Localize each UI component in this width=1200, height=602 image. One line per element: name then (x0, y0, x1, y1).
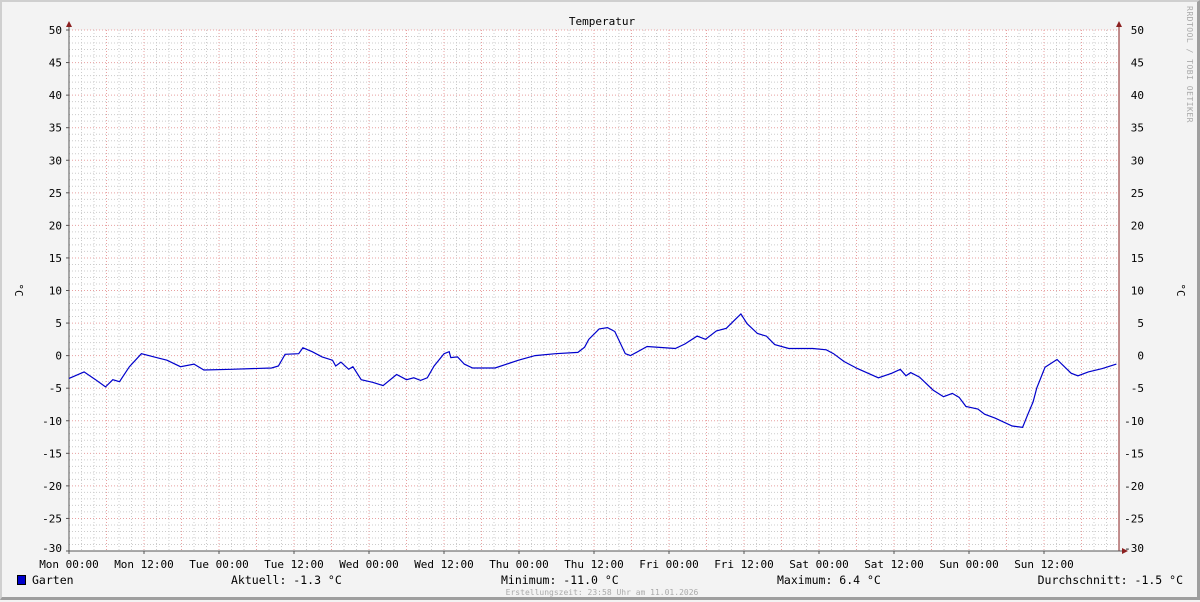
y-tick-label-left: 40 (49, 89, 62, 102)
x-tick-label: Thu 12:00 (564, 558, 624, 571)
y-tick-label-right: 40 (1131, 89, 1144, 102)
grid (68, 29, 1120, 552)
x-tick-label: Mon 00:00 (39, 558, 99, 571)
y-tick-label-right: 50 (1131, 24, 1144, 37)
axes (66, 21, 1128, 554)
y-tick-label-left: 20 (49, 219, 62, 232)
y-tick-label-left: 15 (49, 252, 62, 265)
y-tick-label-left: -25 (42, 512, 62, 525)
y-tick-label-left: 10 (49, 285, 62, 298)
y-tick-label-right: -25 (1124, 512, 1144, 525)
x-tick-label: Fri 12:00 (714, 558, 774, 571)
y-tick-label-right: 45 (1131, 57, 1144, 70)
watermark: RRDTOOL / TOBI OETIKER (1185, 6, 1194, 123)
y-tick-label-left: -20 (42, 480, 62, 493)
y-tick-label-right: 5 (1137, 317, 1144, 330)
legend-maximum: Maximum: 6.4 °C (777, 573, 881, 587)
y-tick-label-right: -30 (1124, 542, 1144, 555)
x-tick-label: Wed 00:00 (339, 558, 399, 571)
legend-current: Aktuell: -1.3 °C (231, 573, 342, 587)
y-tick-label-left: 30 (49, 154, 62, 167)
series-line-garten (68, 312, 1117, 428)
y-axis-label-left: °C (12, 283, 25, 296)
y-tick-label-right: 20 (1131, 219, 1144, 232)
x-tick-label: Thu 00:00 (489, 558, 549, 571)
legend-minimum: Minimum: -11.0 °C (501, 573, 619, 587)
legend-series-name: Garten (32, 573, 74, 587)
legend-color-swatch (17, 575, 26, 585)
x-axis-arrow (1122, 548, 1128, 554)
x-tick-label: Wed 12:00 (414, 558, 474, 571)
x-tick-label: Sat 00:00 (789, 558, 849, 571)
y-tick-label-right: -20 (1124, 480, 1144, 493)
y-tick-label-left: -15 (42, 447, 62, 460)
y-tick-label-left: 25 (49, 187, 62, 200)
y-tick-label-right: 10 (1131, 285, 1144, 298)
x-tick-label: Tue 00:00 (189, 558, 249, 571)
x-tick-label: Sun 00:00 (939, 558, 999, 571)
y-tick-label-left: -5 (49, 382, 62, 395)
y-tick-label-right: -15 (1124, 447, 1144, 460)
x-tick-label: Mon 12:00 (114, 558, 174, 571)
x-tick-label: Fri 00:00 (639, 558, 699, 571)
x-tick-label: Sun 12:00 (1014, 558, 1074, 571)
y-tick-label-left: 0 (55, 350, 62, 363)
chart-title: Temperatur (569, 15, 636, 28)
y-axis-arrow (66, 21, 72, 27)
y-tick-label-right: -10 (1124, 415, 1144, 428)
y-axis-label-right: °C (1174, 283, 1187, 296)
y-tick-label-left: 35 (49, 122, 62, 135)
y-tick-label-right: 0 (1137, 350, 1144, 363)
x-tick-labels: Mon 00:00 Mon 12:00 Tue 00:00 Tue 12:00 Wed … (39, 558, 1074, 571)
y-tick-label-left: -30 (42, 542, 62, 555)
y-tick-label-left: 50 (49, 24, 62, 37)
y-tick-label-right: -5 (1131, 382, 1144, 395)
legend-average: Durchschnitt: -1.5 °C (1037, 573, 1183, 587)
y-tick-label-right: 35 (1131, 122, 1144, 135)
y-tick-label-left: 5 (55, 317, 62, 330)
y-tick-label-left: -10 (42, 415, 62, 428)
creation-time: Erstellungszeit: 23:58 Uhr am 11.01.2026 (505, 588, 699, 597)
y-tick-label-right: 25 (1131, 187, 1144, 200)
x-tick-label: Tue 12:00 (264, 558, 324, 571)
y-tick-label-left: 45 (49, 57, 62, 70)
y-tick-label-right: 30 (1131, 154, 1144, 167)
y-tick-label-right: 15 (1131, 252, 1144, 265)
x-tick-label: Sat 12:00 (864, 558, 924, 571)
y-axis-arrow-right (1116, 21, 1122, 27)
